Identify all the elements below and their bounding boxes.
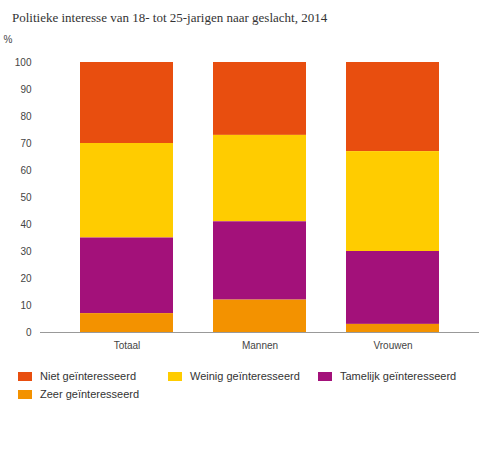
svg-text:20: 20	[20, 273, 32, 284]
svg-text:100: 100	[15, 57, 32, 68]
svg-text:60: 60	[20, 165, 32, 176]
svg-text:Vrouwen: Vrouwen	[373, 340, 412, 351]
html-text:Weinig geïnteresseerd: Weinig geïnteresseerd	[190, 370, 300, 382]
svg-text:10: 10	[20, 300, 32, 311]
svg-text:%: %	[4, 34, 13, 45]
svg-text:30: 30	[20, 246, 32, 257]
svg-text:Totaal: Totaal	[114, 340, 141, 351]
html-text:Niet geïnteresseerd: Niet geïnteresseerd	[40, 370, 136, 382]
svg-text:0: 0	[26, 327, 32, 338]
svg-text:80: 80	[20, 111, 32, 122]
svg-text:Mannen: Mannen	[242, 340, 278, 351]
svg-text:40: 40	[20, 219, 32, 230]
html-text:Politieke interesse van 18- to: Politieke interesse van 18- tot 25-jarig…	[12, 10, 328, 25]
html-text:Tamelijk geïnteresseerd: Tamelijk geïnteresseerd	[340, 370, 457, 382]
svg-text:90: 90	[20, 84, 32, 95]
svg-text:50: 50	[20, 192, 32, 203]
svg-text:70: 70	[20, 138, 32, 149]
html-text:Zeer geïnteresseerd: Zeer geïnteresseerd	[40, 388, 140, 400]
